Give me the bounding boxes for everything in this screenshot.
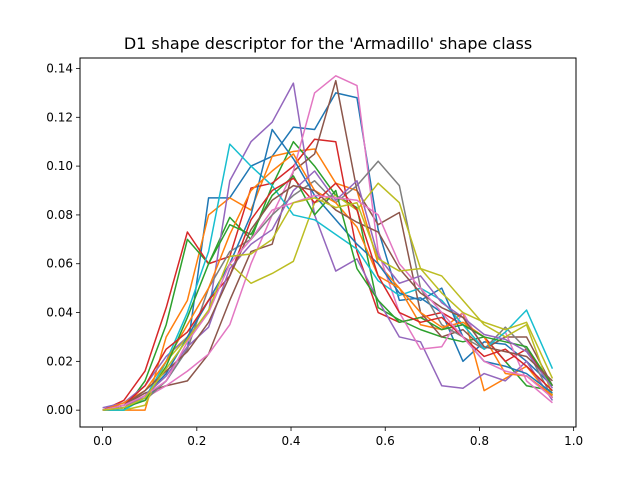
y-tick-label: 0.04 [46, 306, 73, 320]
x-tick-label: 0.8 [470, 434, 489, 448]
series-line-10 [102, 143, 554, 411]
y-axis: 0.00 0.02 0.04 0.06 0.08 0.10 0.12 0.14 [46, 61, 80, 417]
x-tick-label: 0.2 [187, 434, 206, 448]
x-tick-label: 0.0 [93, 434, 112, 448]
x-axis: 0.0 0.2 0.4 0.6 0.8 1.0 [93, 427, 583, 448]
series-line-2 [102, 148, 554, 411]
series-line-9 [102, 182, 554, 411]
y-tick-label: 0.00 [46, 403, 73, 417]
series-layer [102, 75, 554, 411]
x-tick-label: 0.4 [281, 434, 300, 448]
y-tick-label: 0.06 [46, 257, 73, 271]
y-tick-label: 0.12 [46, 110, 73, 124]
y-tick-label: 0.02 [46, 354, 73, 368]
series-line-8 [102, 160, 554, 411]
x-tick-label: 0.6 [376, 434, 395, 448]
series-line-17 [102, 194, 553, 411]
x-tick-label: 1.0 [564, 434, 583, 448]
y-tick-label: 0.08 [46, 208, 73, 222]
chart-title: D1 shape descriptor for the 'Armadillo' … [124, 34, 532, 53]
y-tick-label: 0.10 [46, 159, 73, 173]
series-line-14 [102, 177, 553, 411]
y-tick-label: 0.14 [46, 61, 73, 75]
series-line-6 [102, 79, 554, 411]
series-line-18 [102, 197, 554, 411]
plot-frame [79, 57, 577, 428]
series-line-5 [102, 82, 554, 409]
